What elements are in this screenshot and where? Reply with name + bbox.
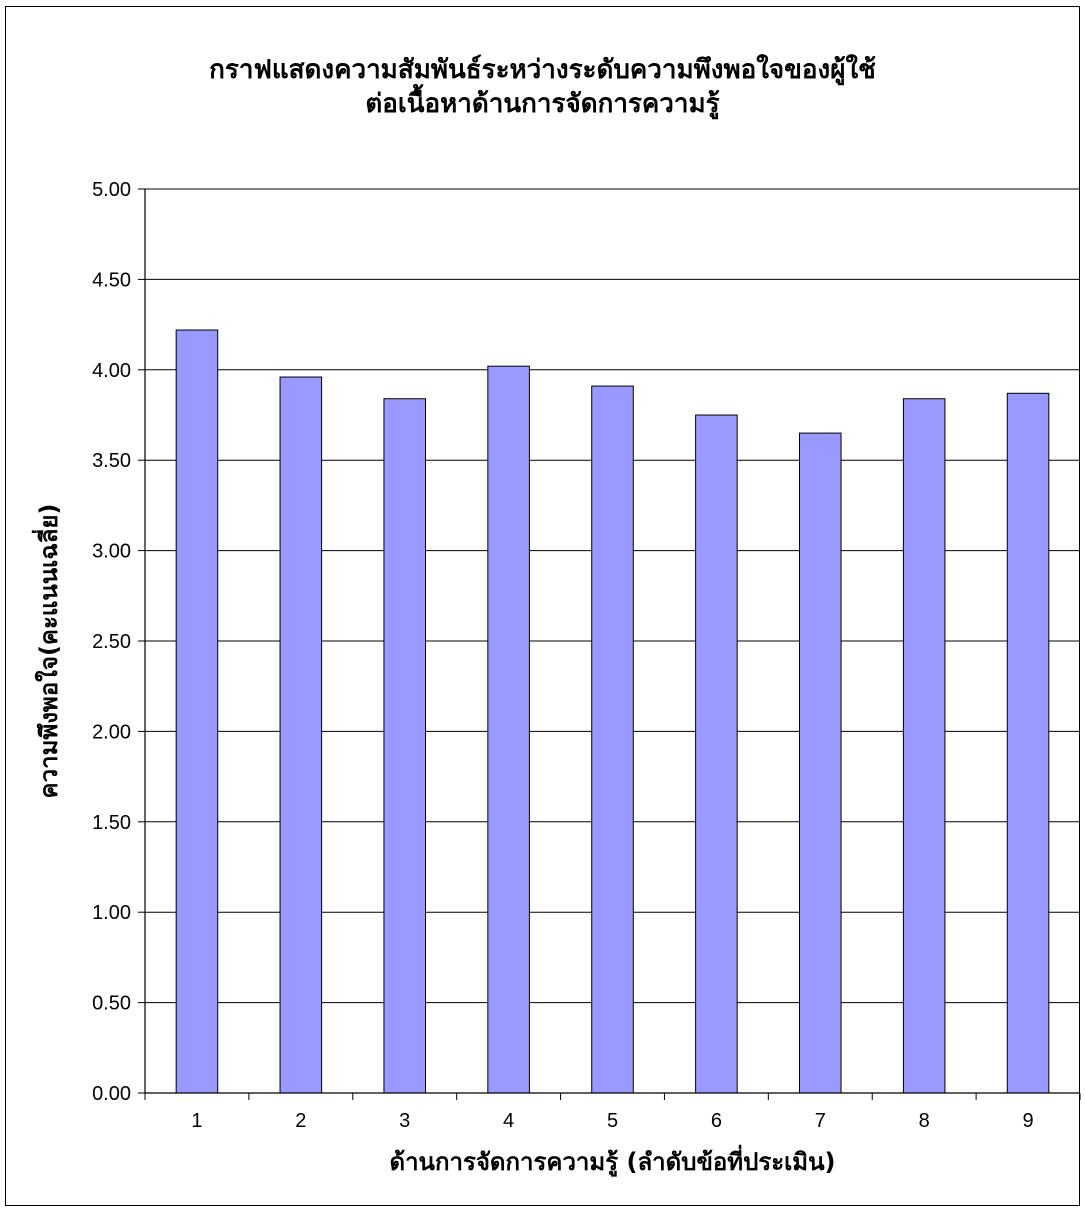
x-tick-label: 9 [1022,1110,1033,1132]
bars [175,329,1050,1094]
bar-6 [695,414,738,1094]
y-tick-label: 1.00 [92,902,131,924]
y-tick-label: 4.50 [92,269,131,291]
y-tick-label: 4.00 [92,360,131,382]
x-tick-label: 6 [711,1110,722,1132]
y-tick-label: 0.00 [92,1083,131,1105]
bar-4 [487,365,530,1094]
x-tick-label: 8 [919,1110,930,1132]
axes [138,188,1081,1100]
y-tick-label: 2.50 [92,631,131,653]
chart-title-line-2: ต่อเนื้อหาด้านการจัดการความรู้ [365,89,720,119]
y-axis-title: ความพึงพอใจ(คะแนนเฉลี่ย) [31,504,63,799]
x-tick-label: 2 [295,1110,306,1132]
bar-7 [799,432,842,1094]
x-tick-label: 4 [503,1110,514,1132]
bar-9 [1006,392,1050,1094]
bar-3 [383,398,427,1094]
x-axis-title: ด้านการจัดการความรู้ (ลำดับข้อที่ประเมิน… [389,1144,835,1177]
y-tick-label: 0.50 [92,993,131,1015]
bar-8 [902,398,946,1094]
y-tick-label: 1.50 [92,812,131,834]
bar-5 [591,385,634,1094]
y-tick-label: 5.00 [92,179,131,201]
y-tick-label: 2.00 [92,721,131,743]
x-tick-label: 1 [191,1110,202,1132]
bar-2 [279,376,323,1094]
bar-1 [175,329,219,1094]
chart-title-line-1: กราฟแสดงความสัมพันธ์ระหว่างระดับความพึงพ… [209,55,876,85]
x-tick-label: 3 [399,1110,410,1132]
y-tick-label: 3.00 [92,541,131,563]
x-tick-label: 7 [815,1110,826,1132]
x-tick-label: 5 [607,1110,618,1132]
y-tick-label: 3.50 [92,450,131,472]
tick-labels: 0.00 0.50 1.00 1.50 2.00 2.50 3.00 3.50 4.00 4.50… [92,179,1034,1132]
